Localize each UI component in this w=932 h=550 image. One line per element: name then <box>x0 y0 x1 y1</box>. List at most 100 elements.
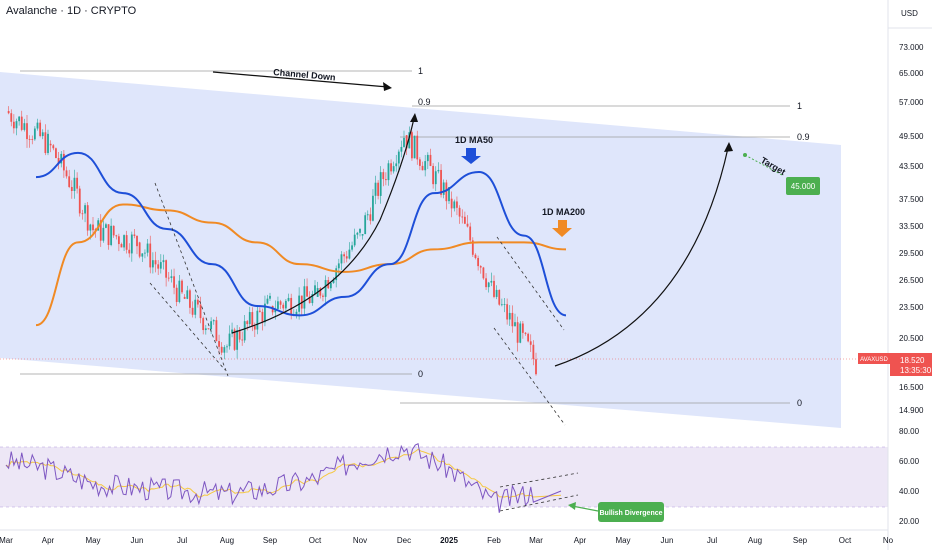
time-tick-label: Feb <box>487 536 501 545</box>
divergence-lower-line <box>499 494 579 512</box>
candle-body <box>329 282 332 289</box>
candle-body <box>493 280 495 297</box>
candle-body <box>102 227 105 241</box>
rally-curve-arrow-head <box>410 113 418 122</box>
candle-body <box>20 116 23 130</box>
price-tick-label: 43.500 <box>899 162 924 171</box>
candle-body <box>511 312 514 327</box>
candle-body <box>366 214 369 216</box>
fib-label-0-right: 0 <box>797 398 802 408</box>
price-tick-label: 37.500 <box>899 195 924 204</box>
candle-body <box>258 310 261 312</box>
channel-arrow <box>212 71 389 88</box>
candle-body <box>26 123 28 140</box>
time-tick-label: Jul <box>177 536 187 545</box>
candle-body <box>39 122 42 137</box>
candle-body <box>86 205 89 231</box>
candle-body <box>284 300 287 309</box>
ma200-line <box>35 203 567 327</box>
candle-body <box>351 245 353 250</box>
candle-body <box>144 252 146 254</box>
candle-body <box>162 260 165 263</box>
time-tick-label: Jun <box>131 536 144 545</box>
candle-body <box>92 224 94 231</box>
target-dot <box>743 153 747 157</box>
candle-body <box>345 256 348 259</box>
time-tick-label: Aug <box>748 536 762 545</box>
candle-body <box>384 179 387 181</box>
candle-body <box>514 322 516 327</box>
candle-body <box>311 294 314 304</box>
candle-body <box>403 137 405 147</box>
time-tick-label: Apr <box>574 536 587 545</box>
price-tick-label: 33.500 <box>899 222 924 231</box>
price-axis-panel[interactable] <box>888 0 932 550</box>
candle-body <box>387 163 390 181</box>
ma200-label: 1D MA200 <box>542 207 585 217</box>
candle-body <box>191 307 194 315</box>
fib-label-09-right: 0.9 <box>797 132 810 142</box>
price-tick-label: 29.500 <box>899 249 924 258</box>
candle-body <box>274 308 277 313</box>
time-tick-label: Mar <box>529 536 543 545</box>
candle-body <box>107 224 110 246</box>
price-tick-label: 20.500 <box>899 334 924 343</box>
candle-body <box>408 132 411 149</box>
time-tick-label: May <box>615 536 630 545</box>
time-tick-label: Mar <box>0 536 13 545</box>
fib-label-1-right: 1 <box>797 101 802 111</box>
time-tick-label: Aug <box>220 536 234 545</box>
candle-body <box>246 321 249 325</box>
candle-body <box>62 153 65 171</box>
candle-body <box>149 243 152 268</box>
trend-guide-2 <box>149 282 226 371</box>
candle-body <box>60 153 63 164</box>
candle-body <box>527 333 530 342</box>
candle-body <box>421 165 424 171</box>
last-price-countdown: 13:35:30 <box>900 366 932 375</box>
candle-body <box>397 151 400 164</box>
candle-body <box>117 236 120 245</box>
divergence-upper-line <box>499 472 579 488</box>
rsi-tick-label: 40.00 <box>899 487 920 496</box>
candle-body <box>165 260 168 278</box>
candle-body <box>28 139 31 140</box>
candle-body <box>141 253 144 257</box>
candle-body <box>253 326 256 330</box>
time-tick-label: Dec <box>397 536 411 545</box>
rsi-line <box>5 443 562 513</box>
channel-arrow-head <box>383 82 392 91</box>
candle-body <box>440 169 442 195</box>
candle-body <box>136 235 138 247</box>
candle-body <box>256 310 259 330</box>
candle-body <box>500 304 503 306</box>
last-price-value: 18.520 <box>900 356 925 365</box>
candle-body <box>251 312 254 327</box>
candle-body <box>130 234 133 254</box>
candle-body <box>374 182 377 196</box>
candle-body <box>173 276 175 288</box>
candle-body <box>413 135 416 159</box>
divergence-label: Bullish Divergence <box>599 510 662 517</box>
candle-body <box>238 330 241 340</box>
currency-label: USD <box>901 9 918 18</box>
candle-body <box>138 242 141 257</box>
fib-label-09-left: 0.9 <box>418 97 431 107</box>
ma200-arrow-icon <box>552 220 572 237</box>
candle-body <box>361 234 364 236</box>
candle-body <box>125 235 128 250</box>
time-tick-labels[interactable]: Mar Apr May Jun Jul Aug Sep Oct Nov Dec 2025 Feb Mar… <box>0 536 894 545</box>
candle-body <box>395 163 398 167</box>
candle-body <box>220 346 223 353</box>
candle-body <box>186 290 189 299</box>
candle-body <box>390 163 392 172</box>
rsi-tick-labels: 80.00 60.00 40.00 20.00 <box>899 427 920 526</box>
target-badge <box>786 177 820 195</box>
rsi-tick-label: 60.00 <box>899 457 920 466</box>
candle-body <box>487 282 490 288</box>
candle-body <box>218 341 220 347</box>
candle-body <box>382 172 385 180</box>
candle-body <box>7 111 10 114</box>
candle-body <box>170 276 173 278</box>
